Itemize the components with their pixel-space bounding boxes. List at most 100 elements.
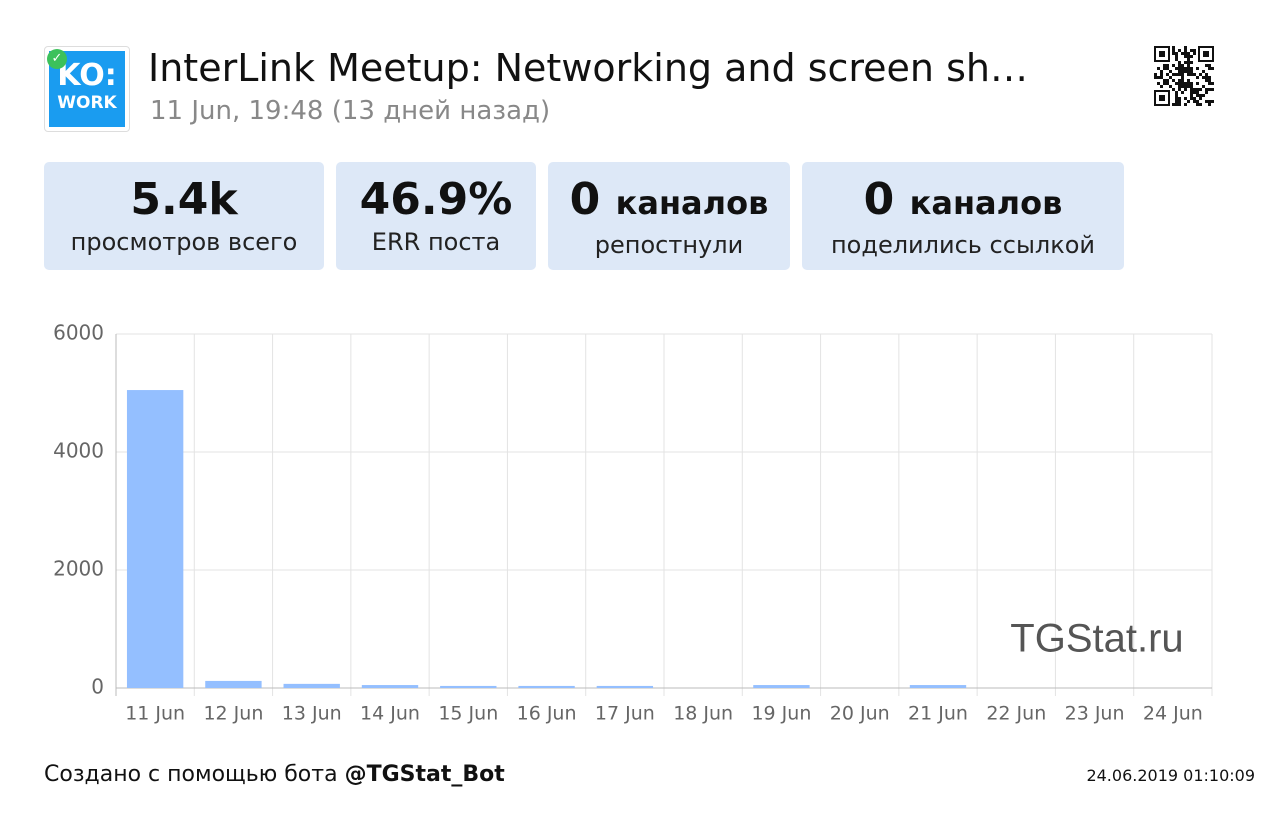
stat-unit: каналов (615, 184, 769, 222)
bar (126, 390, 184, 688)
qr-cell (1163, 67, 1166, 70)
qr-cell (1196, 88, 1199, 91)
stat-label: репостнули (594, 231, 744, 259)
qr-cell (1184, 49, 1187, 52)
qr-cell (1169, 70, 1172, 73)
footer-bot[interactable]: @TGStat_Bot (344, 762, 505, 787)
qr-cell (1193, 73, 1196, 76)
qr-cell (1181, 79, 1184, 82)
bar (361, 685, 419, 688)
qr-cell (1190, 55, 1193, 58)
qr-cell (1160, 76, 1163, 79)
bar (440, 685, 497, 688)
qr-cell (1190, 73, 1193, 76)
qr-cell (1160, 70, 1163, 73)
qr-cell (1184, 55, 1187, 58)
qr-cell (1175, 73, 1178, 76)
qr-cell (1190, 88, 1193, 91)
qr-cell (1202, 85, 1205, 88)
qr-cell (1184, 46, 1187, 49)
qr-cell (1202, 94, 1205, 97)
qr-cell (1199, 97, 1202, 100)
qr-cell (1181, 70, 1184, 73)
x-tick-label: 17 Jun (595, 703, 655, 725)
qr-cell (1211, 67, 1214, 70)
qr-cell (1205, 100, 1208, 103)
qr-cell (1181, 64, 1184, 67)
qr-cell (1208, 103, 1211, 106)
qr-cell (1193, 52, 1196, 55)
qr-cell (1184, 52, 1187, 55)
qr-cell (1166, 82, 1169, 85)
y-tick-label: 4000 (53, 439, 104, 463)
x-tick-label: 19 Jun (751, 703, 811, 725)
qr-cell (1175, 52, 1178, 55)
qr-cell (1205, 79, 1208, 82)
qr-cell (1178, 73, 1181, 76)
qr-cell (1187, 64, 1190, 67)
stat-card: 0 каналов поделились ссылкой (802, 162, 1124, 270)
x-tick-label: 14 Jun (360, 703, 420, 725)
x-tick-label: 16 Jun (517, 703, 577, 725)
qr-cell (1163, 79, 1166, 82)
title: InterLink Meetup: Networking and screen … (148, 46, 1028, 90)
qr-cell (1166, 64, 1169, 67)
qr-cell (1181, 73, 1184, 76)
qr-cell (1184, 67, 1187, 70)
y-tick-label: 2000 (53, 557, 104, 581)
qr-cell (1193, 91, 1196, 94)
stat-label: поделились ссылкой (830, 231, 1096, 259)
qr-cell (1190, 91, 1193, 94)
qr-cell (1187, 100, 1190, 103)
qr-cell (1169, 76, 1172, 79)
x-tick-label: 11 Jun (125, 703, 185, 725)
qr-cell (1187, 85, 1190, 88)
qr-cell (1175, 94, 1178, 97)
qr-cell (1172, 46, 1175, 49)
qr-cell (1178, 67, 1181, 70)
qr-cell (1172, 73, 1175, 76)
qr-cell (1208, 88, 1211, 91)
qr-cell (1172, 49, 1175, 52)
qr-finder (1159, 95, 1165, 101)
qr-cell (1208, 67, 1211, 70)
qr-cell (1187, 82, 1190, 85)
qr-cell (1178, 64, 1181, 67)
qr-cell (1157, 76, 1160, 79)
qr-cell (1193, 97, 1196, 100)
qr-cell (1184, 88, 1187, 91)
qr-cell (1211, 82, 1214, 85)
bar (518, 685, 575, 688)
bar (205, 680, 262, 688)
qr-cell (1178, 97, 1181, 100)
qr-cell (1184, 85, 1187, 88)
qr-cell (1196, 67, 1199, 70)
qr-cell (1190, 70, 1193, 73)
x-tick-label: 21 Jun (908, 703, 968, 725)
qr-cell (1181, 82, 1184, 85)
qr-cell (1178, 61, 1181, 64)
qr-cell (1178, 85, 1181, 88)
x-tick-label: 13 Jun (282, 703, 342, 725)
qr-cell (1154, 76, 1157, 79)
qr-cell (1205, 88, 1208, 91)
qr-cell (1154, 73, 1157, 76)
qr-cell (1199, 73, 1202, 76)
bar (753, 685, 810, 688)
qr-cell (1190, 61, 1193, 64)
qr-cell (1196, 91, 1199, 94)
qr-finder (1159, 51, 1165, 57)
qr-cell (1175, 82, 1178, 85)
stat-card: 0 каналов репостнули (548, 162, 790, 270)
verified-badge: ✓ (47, 49, 67, 69)
x-tick-label: 23 Jun (1065, 703, 1125, 725)
x-tick-label: 24 Jun (1143, 703, 1203, 725)
qr-cell (1199, 103, 1202, 106)
qr-code (1154, 46, 1214, 106)
x-tick-label: 18 Jun (673, 703, 733, 725)
qr-cell (1208, 100, 1211, 103)
watermark: TGStat.ru (1010, 617, 1183, 661)
qr-cell (1202, 76, 1205, 79)
qr-cell (1184, 70, 1187, 73)
